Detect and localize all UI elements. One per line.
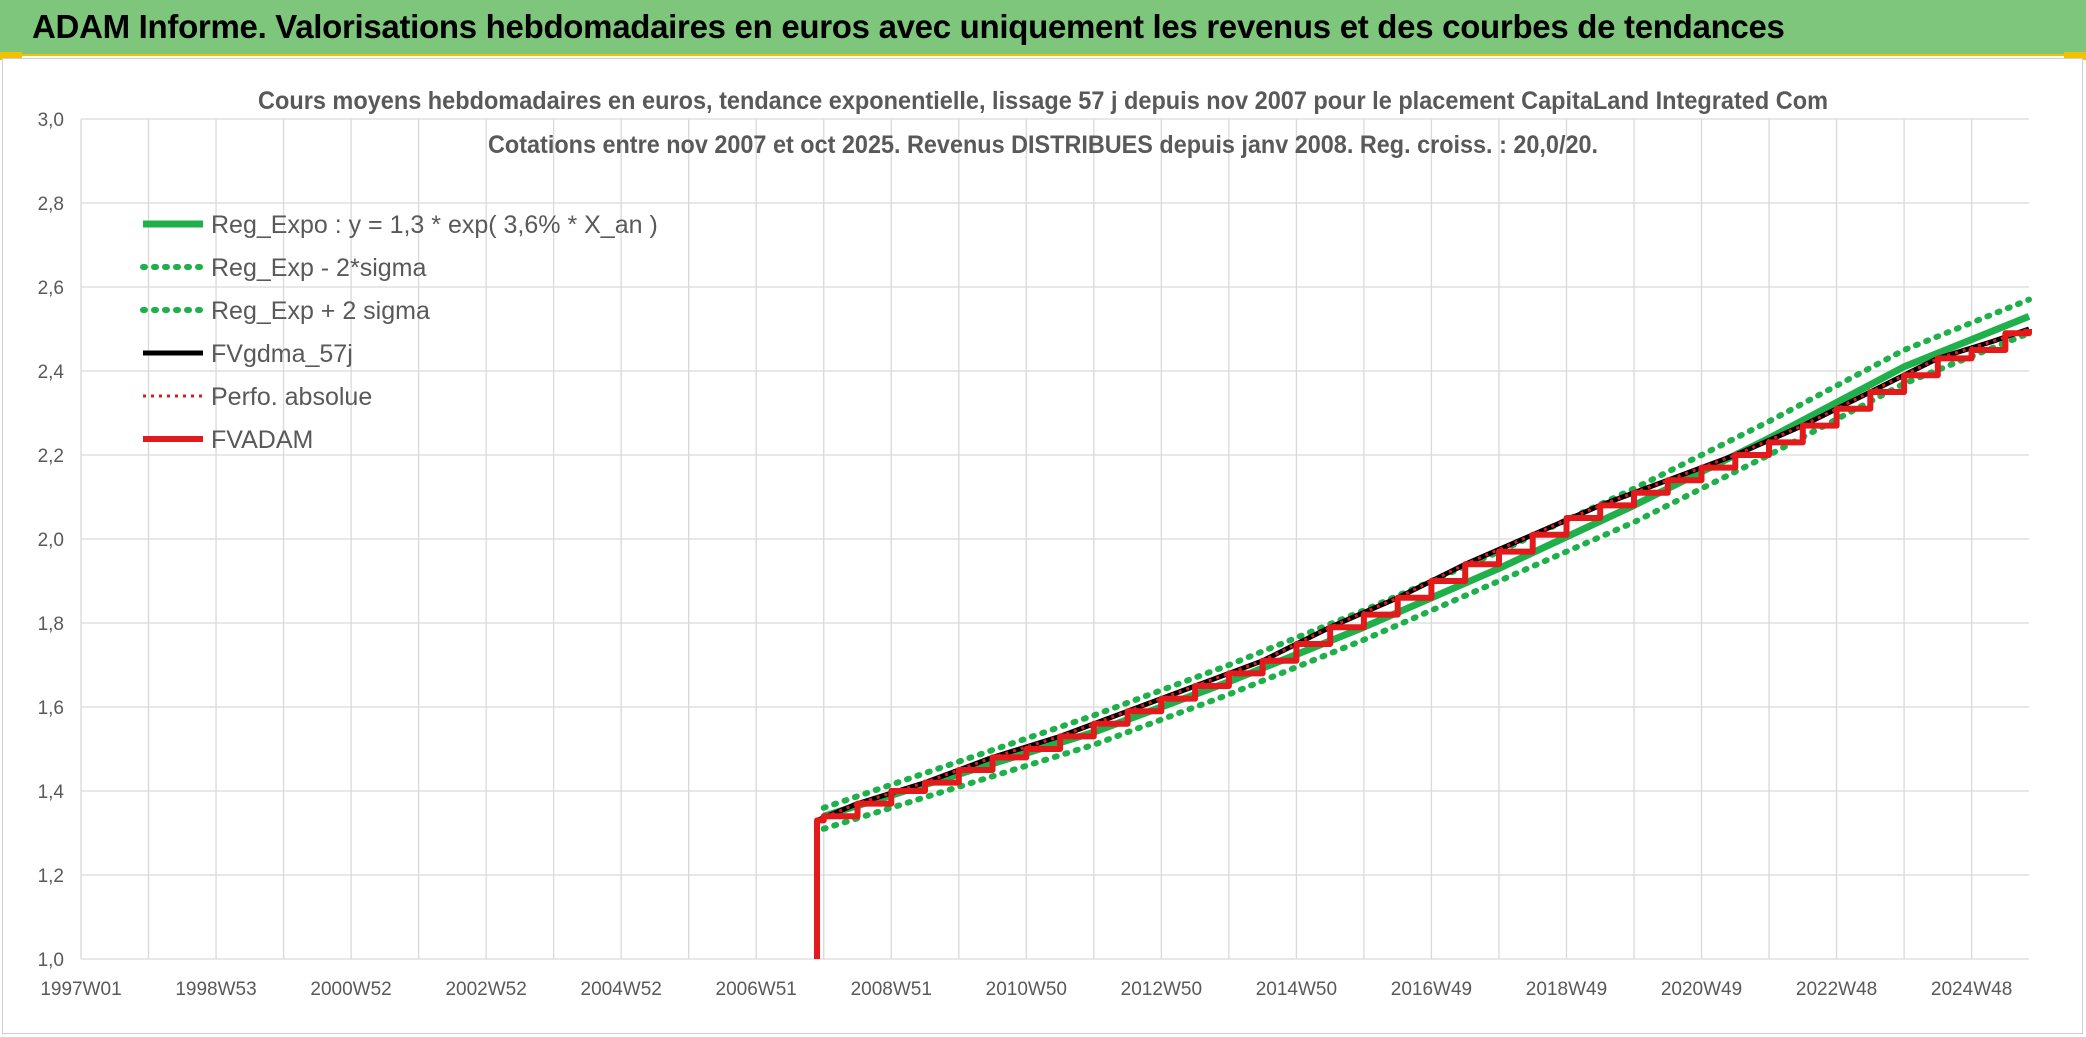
legend-label: Reg_Exp - 2*sigma — [211, 254, 426, 282]
chart-frame: 1,0 1,2 1,4 1,6 1,8 2,0 2,2 2,4 2,6 2,8 3,0 1997W01… — [2, 58, 2083, 1034]
x-tick-label: 2008W51 — [851, 979, 932, 1000]
legend-label: Reg_Exp + 2 sigma — [211, 297, 430, 325]
x-tick-label: 2024W48 — [1931, 979, 2012, 1000]
y-tick-label: 2,2 — [38, 446, 64, 467]
x-tick-label: 1998W53 — [175, 979, 256, 1000]
x-tick-label: 2006W51 — [716, 979, 797, 1000]
x-tick-label: 2016W49 — [1391, 979, 1472, 1000]
y-tick-label: 1,4 — [38, 782, 65, 803]
y-tick-label: 2,6 — [38, 278, 64, 299]
chart-subtitle: Cotations entre nov 2007 et oct 2025. Re… — [488, 131, 1598, 159]
series-line — [820, 330, 2032, 832]
x-tick-label: 2022W48 — [1796, 979, 1877, 1000]
banner-accent-right — [2064, 52, 2086, 60]
legend-label: Reg_Expo : y = 1,3 * exp( 3,6% * X_an ) — [211, 211, 658, 239]
legend-label: FVgdma_57j — [211, 340, 353, 368]
y-tick-label: 2,0 — [38, 530, 64, 551]
series-line — [822, 313, 2031, 820]
x-tick-label: 2010W50 — [986, 979, 1067, 1000]
series-line — [814, 329, 2032, 959]
x-tick-label: 2002W52 — [445, 979, 526, 1000]
x-tick-label: 2018W49 — [1526, 979, 1607, 1000]
x-tick-label: 2004W52 — [581, 979, 662, 1000]
report-title: ADAM Informe. Valorisations hebdomadaire… — [32, 8, 1785, 45]
x-tick-label: 2020W49 — [1661, 979, 1742, 1000]
series-line — [820, 296, 2032, 811]
x-tick-label: 2014W50 — [1256, 979, 1337, 1000]
report-banner: ADAM Informe. Valorisations hebdomadaire… — [0, 0, 2086, 56]
legend-label: FVADAM — [211, 426, 313, 454]
y-tick-label: 2,8 — [38, 194, 64, 215]
y-tick-label: 1,6 — [38, 698, 64, 719]
x-tick-label: 2012W50 — [1121, 979, 1202, 1000]
y-tick-label: 2,4 — [38, 362, 65, 383]
x-tick-label: 2000W52 — [310, 979, 391, 1000]
x-tick-label: 1997W01 — [40, 979, 121, 1000]
y-tick-label: 3,0 — [38, 110, 64, 131]
line-chart: 1,0 1,2 1,4 1,6 1,8 2,0 2,2 2,4 2,6 2,8 3,0 1997W01… — [38, 87, 2032, 1000]
legend-label: Perfo. absolue — [211, 383, 372, 411]
chart-title: Cours moyens hebdomadaires en euros, ten… — [258, 87, 1828, 115]
y-tick-label: 1,8 — [38, 614, 64, 635]
y-tick-label: 1,0 — [38, 950, 64, 971]
banner-accent-left — [0, 52, 22, 60]
y-tick-label: 1,2 — [38, 866, 64, 887]
